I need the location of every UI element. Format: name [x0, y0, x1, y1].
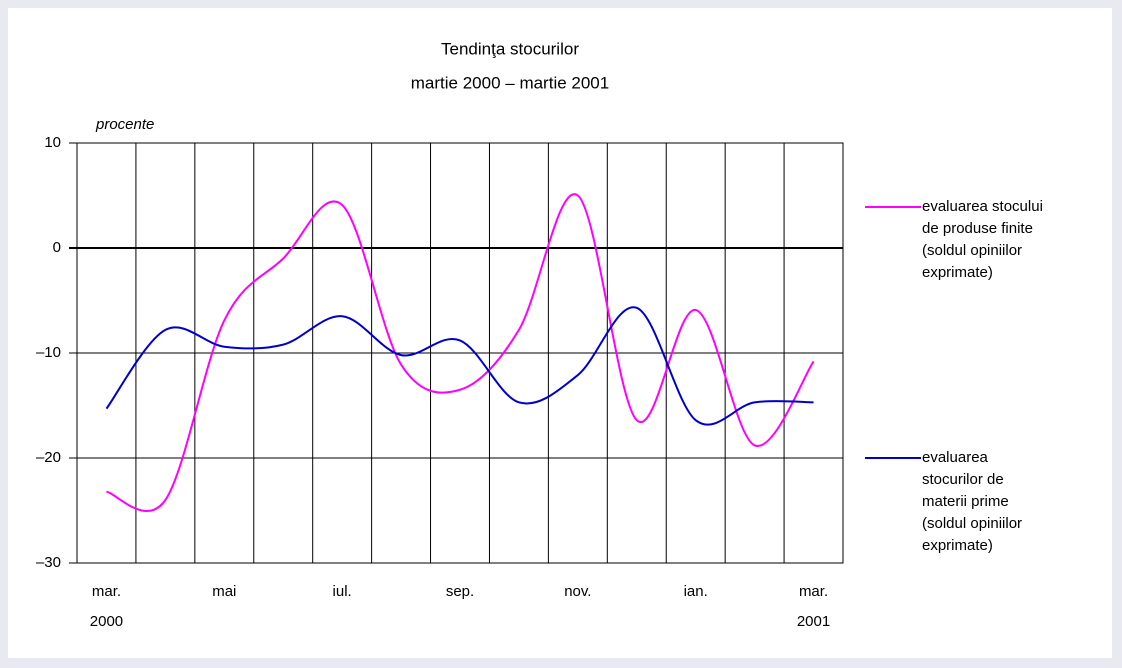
y-tick-label: –10 [36, 344, 61, 361]
y-tick-label: –20 [36, 449, 61, 466]
series-line [106, 193, 815, 513]
x-tick-label: mar. [92, 583, 121, 600]
panel [8, 8, 1112, 658]
series-line [105, 306, 814, 426]
x-tick-label: mar. [799, 583, 828, 600]
x-tick-label: nov. [564, 583, 591, 600]
x-tick-label: ian. [684, 583, 708, 600]
x-tick-year: 2000 [90, 613, 123, 630]
legend-label: evaluarea stocului de produse finite (so… [922, 198, 1043, 281]
y-tick-label: 10 [44, 134, 61, 151]
chart-title: Tendinţa stocurilor [441, 39, 579, 58]
plot-border [76, 142, 844, 564]
y-tick-label: 0 [53, 239, 61, 256]
chart-subtitle: martie 2000 – martie 2001 [411, 73, 609, 92]
x-tick-year: 2001 [797, 613, 830, 630]
y-axis-label: procente [95, 116, 154, 133]
x-tick-label: sep. [446, 583, 474, 600]
x-tick-label: mai [212, 583, 236, 600]
legend-label: evaluarea stocurilor de materii prime (s… [922, 449, 1023, 554]
x-tick-label: iul. [333, 583, 352, 600]
y-tick-label: –30 [36, 554, 61, 571]
